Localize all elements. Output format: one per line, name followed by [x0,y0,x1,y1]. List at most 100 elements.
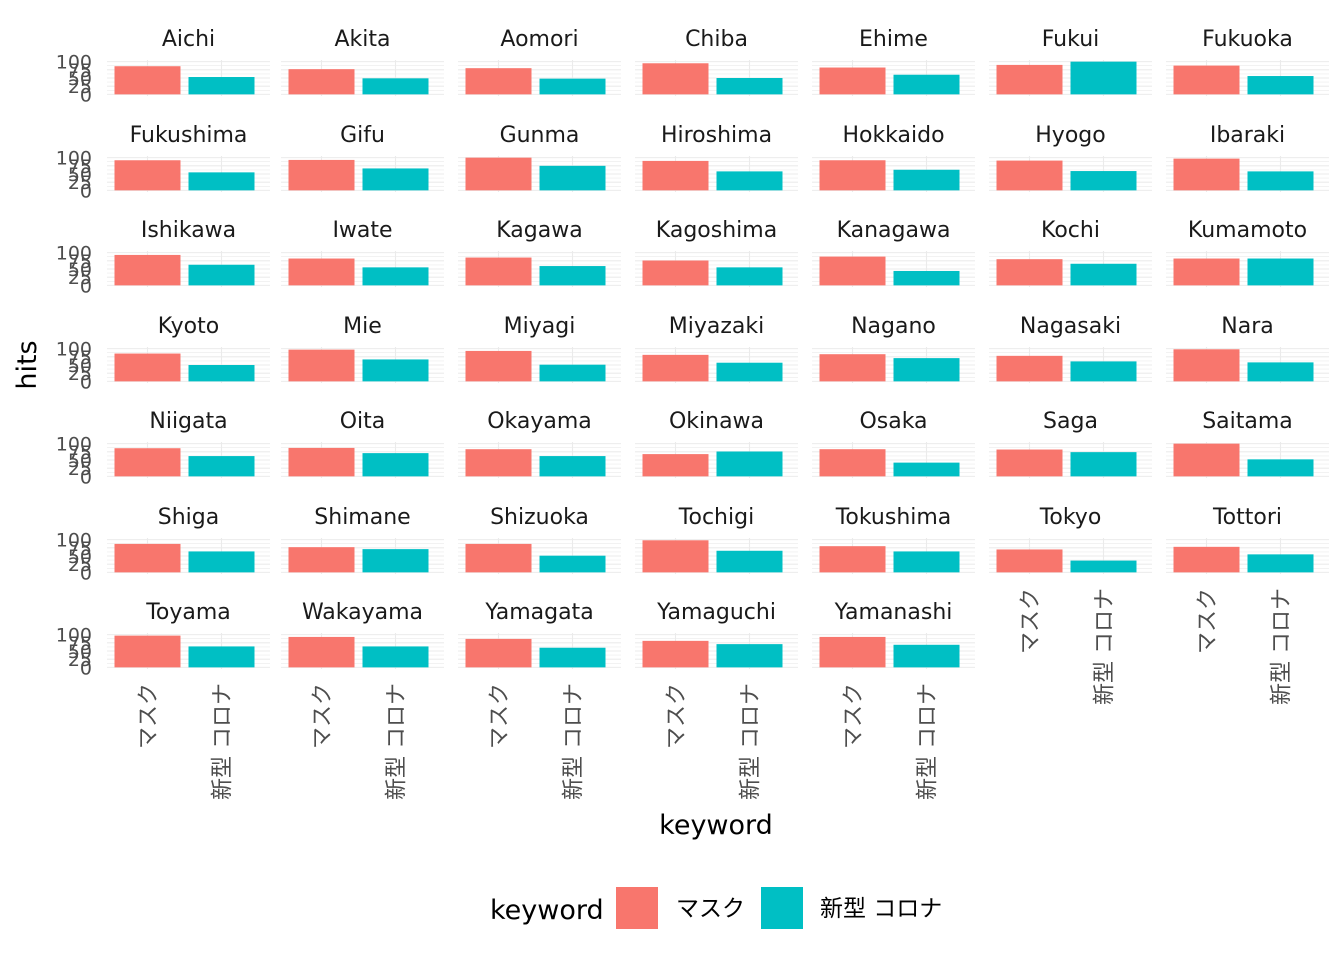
panel-saitama: Saitama [1166,409,1329,478]
bar-shimane-1 [362,549,429,573]
panel-wakayama: Wakayama マスク 新型 コロナ [281,600,444,800]
x-tick-label: 新型 コロナ [1270,588,1295,705]
bar-kagoshima-0 [642,260,709,286]
bar-fukushima-1 [188,172,255,191]
bar-ishikawa-0 [114,254,181,286]
bar-okayama-1 [539,456,606,477]
y-tick-label: 100 [56,625,92,647]
panel-title: Shimane [314,505,410,530]
y-tick-label: 50 [68,641,92,663]
bar-akita-1 [362,78,429,95]
bar-miyazaki-1 [716,362,783,382]
panel-title: Miyazaki [669,314,764,339]
x-tick-label: マスク [137,683,162,749]
y-tick-label: 25 [68,458,92,480]
panel-oita: Oita [281,409,444,478]
bar-gunma-1 [539,165,606,191]
bar-ehime-0 [819,67,886,95]
bar-shiga-0 [114,543,181,573]
bar-fukushima-0 [114,160,181,191]
bar-kochi-1 [1070,263,1137,286]
bar-tottori-1 [1247,554,1314,573]
panel-tokyo: Tokyo マスク 新型 コロナ [989,505,1152,705]
y-tick-label: 0 [80,371,92,393]
panel-gifu: Gifu [281,123,444,192]
panel-fukuoka: Fukuoka [1166,27,1329,96]
bar-mie-0 [288,349,355,382]
panel-nagano: Nagano [812,314,975,383]
panel-kagoshima: Kagoshima [635,218,798,287]
y-tick-label: 75 [68,442,92,464]
x-tick-label: マスク [1019,588,1044,654]
bar-tokyo-1 [1070,560,1137,573]
y-tick-label: 50 [68,68,92,90]
bar-tochigi-1 [716,550,783,573]
panel-title: Gunma [500,123,580,148]
bar-tochigi-0 [642,540,709,573]
panel-kagawa: Kagawa [458,218,621,287]
panel-nagasaki: Nagasaki [989,314,1152,383]
panel-title: Kagoshima [656,218,777,243]
y-tick-label: 0 [80,84,92,106]
bar-gunma-0 [465,157,532,191]
panel-tokushima: Tokushima [812,505,975,574]
bar-yamanashi-1 [893,644,960,668]
panel-hokkaido: Hokkaido [812,123,975,192]
panel-title: Yamaguchi [656,600,776,625]
panel-title: Ehime [859,27,928,52]
x-tick-label: 新型 コロナ [211,683,236,800]
x-tick-label: 新型 コロナ [916,683,941,800]
panel-title: Yamanashi [834,600,953,625]
bar-kanagawa-1 [893,270,960,286]
bar-nara-0 [1173,349,1240,382]
panel-title: Akita [334,27,390,52]
bar-aichi-1 [188,77,255,95]
panel-miyazaki: Miyazaki [635,314,798,383]
panel-tochigi: Tochigi [635,505,798,574]
bar-miyazaki-0 [642,354,709,382]
panel-mie: Mie [281,314,444,383]
bar-gifu-0 [288,159,355,191]
y-tick-label: 100 [56,148,92,170]
bar-chiba-0 [642,63,709,95]
panel-title: Okinawa [669,409,764,434]
bar-osaka-0 [819,449,886,477]
bar-aichi-0 [114,66,181,95]
bar-yamanashi-0 [819,636,886,668]
y-tick-label: 25 [68,76,92,98]
bar-kumamoto-1 [1247,258,1314,286]
bar-saga-1 [1070,452,1137,477]
bar-fukuoka-0 [1173,65,1240,95]
panel-miyagi: Miyagi [458,314,621,383]
bar-shizuoka-1 [539,555,606,573]
bar-shiga-1 [188,551,255,573]
panel-kumamoto: Kumamoto [1166,218,1329,287]
bar-fukui-0 [996,64,1063,95]
bar-kochi-0 [996,259,1063,286]
panel-title: Gifu [340,123,385,148]
bar-gifu-1 [362,168,429,191]
bar-hyogo-1 [1070,171,1137,191]
panel-yamanashi: Yamanashi マスク 新型 コロナ [812,600,975,800]
bar-kagawa-1 [539,266,606,286]
panel-title: Shizuoka [490,505,589,530]
y-tick-label: 100 [56,530,92,552]
panel-title: Aomori [500,27,578,52]
bar-chiba-1 [716,78,783,95]
legend-title: keyword [490,895,604,926]
bar-nara-1 [1247,362,1314,382]
bar-ibaraki-0 [1173,158,1240,191]
x-tick-label: 新型 コロナ [1093,588,1118,705]
panel-title: Miyagi [504,314,576,339]
bar-kumamoto-0 [1173,258,1240,286]
y-axis-title: hits [12,340,43,389]
panel-title: Fukuoka [1202,27,1293,52]
bar-hokkaido-0 [819,160,886,191]
panel-fukui: Fukui [989,27,1152,96]
bar-shimane-0 [288,547,355,573]
bar-toyama-1 [188,646,255,668]
